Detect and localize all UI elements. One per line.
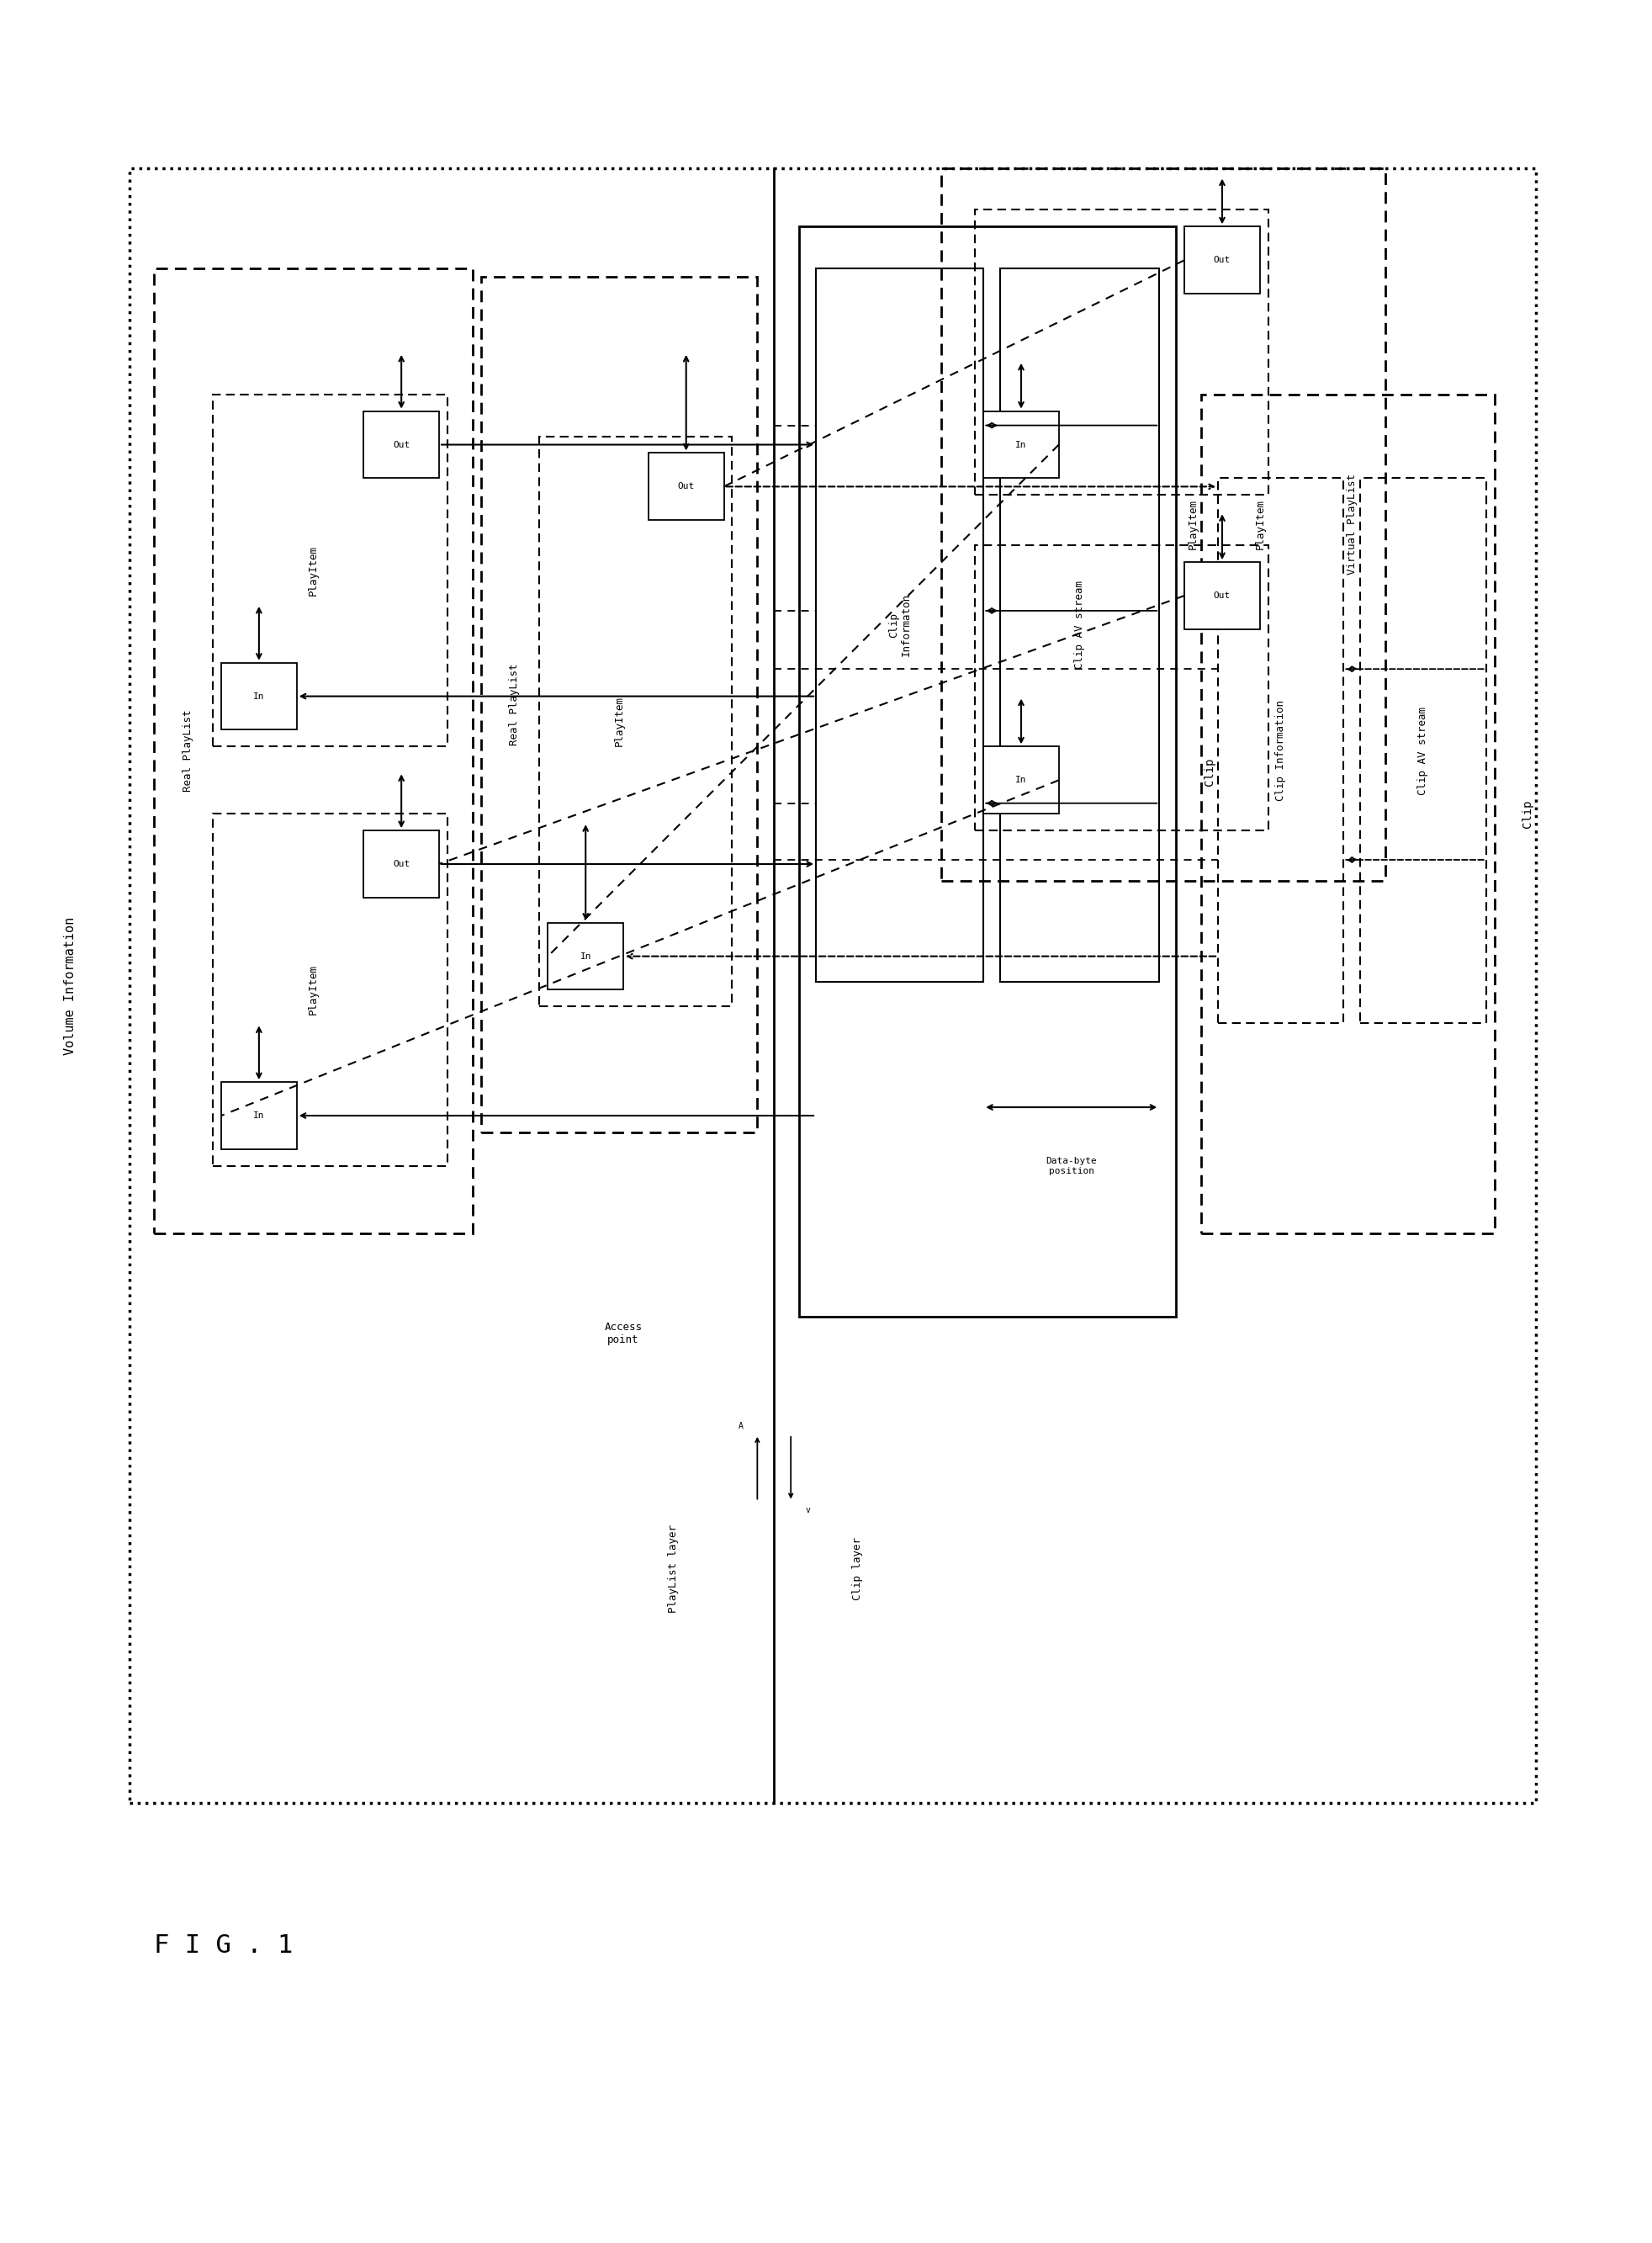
- Text: PlayItem: PlayItem: [307, 964, 319, 1016]
- Text: F I G . 1: F I G . 1: [154, 1933, 294, 1958]
- Bar: [1184, 227, 1260, 294]
- Text: Volume Information: Volume Information: [64, 917, 78, 1054]
- Text: PlayItem: PlayItem: [307, 545, 319, 597]
- Text: Access
point: Access point: [605, 1321, 643, 1346]
- Bar: [363, 410, 439, 478]
- Text: Real PlayList: Real PlayList: [509, 664, 520, 745]
- Bar: [213, 814, 448, 1166]
- Bar: [983, 747, 1059, 814]
- Text: In: In: [1016, 776, 1028, 785]
- Text: Real PlayList: Real PlayList: [182, 709, 193, 792]
- Bar: [1218, 478, 1343, 1023]
- Bar: [1360, 478, 1487, 1023]
- Bar: [548, 922, 623, 989]
- Bar: [816, 269, 983, 982]
- Bar: [129, 168, 1536, 1803]
- Bar: [999, 269, 1160, 982]
- Text: Clip
Informaton: Clip Informaton: [887, 594, 912, 657]
- Bar: [942, 168, 1386, 881]
- Bar: [975, 545, 1269, 830]
- Bar: [800, 227, 1176, 1317]
- Text: Clip: Clip: [1204, 758, 1216, 785]
- Text: In: In: [253, 693, 264, 700]
- Text: PlayItem: PlayItem: [613, 695, 624, 747]
- Text: Out: Out: [1214, 256, 1231, 265]
- Bar: [1184, 563, 1260, 630]
- Text: Out: Out: [677, 482, 694, 491]
- Text: Clip Information: Clip Information: [1275, 700, 1287, 801]
- Bar: [540, 437, 732, 1007]
- Bar: [221, 662, 297, 729]
- Text: In: In: [580, 951, 591, 960]
- Text: A: A: [738, 1422, 743, 1431]
- Bar: [983, 410, 1059, 478]
- Bar: [649, 453, 724, 520]
- Text: PlayItem: PlayItem: [1254, 500, 1265, 550]
- Text: Clip layer: Clip layer: [852, 1536, 864, 1599]
- Text: Out: Out: [393, 859, 410, 868]
- Text: Out: Out: [1214, 592, 1231, 599]
- Text: Virtual PlayList: Virtual PlayList: [1346, 473, 1358, 574]
- Text: v: v: [805, 1505, 809, 1514]
- Bar: [1201, 395, 1495, 1234]
- Text: Out: Out: [393, 440, 410, 449]
- Bar: [213, 395, 448, 747]
- Text: Clip AV stream: Clip AV stream: [1074, 581, 1085, 668]
- Text: Clip: Clip: [1521, 799, 1533, 828]
- Text: PlayItem: PlayItem: [1188, 500, 1198, 550]
- Bar: [221, 1081, 297, 1148]
- Text: In: In: [1016, 440, 1028, 449]
- Text: PlayList layer: PlayList layer: [667, 1525, 679, 1613]
- Bar: [975, 211, 1269, 496]
- Text: In: In: [253, 1113, 264, 1119]
- Text: Data-byte
position: Data-byte position: [1046, 1157, 1097, 1175]
- Text: Clip AV stream: Clip AV stream: [1417, 707, 1429, 794]
- Bar: [154, 269, 472, 1234]
- Bar: [363, 830, 439, 897]
- Bar: [481, 276, 757, 1133]
